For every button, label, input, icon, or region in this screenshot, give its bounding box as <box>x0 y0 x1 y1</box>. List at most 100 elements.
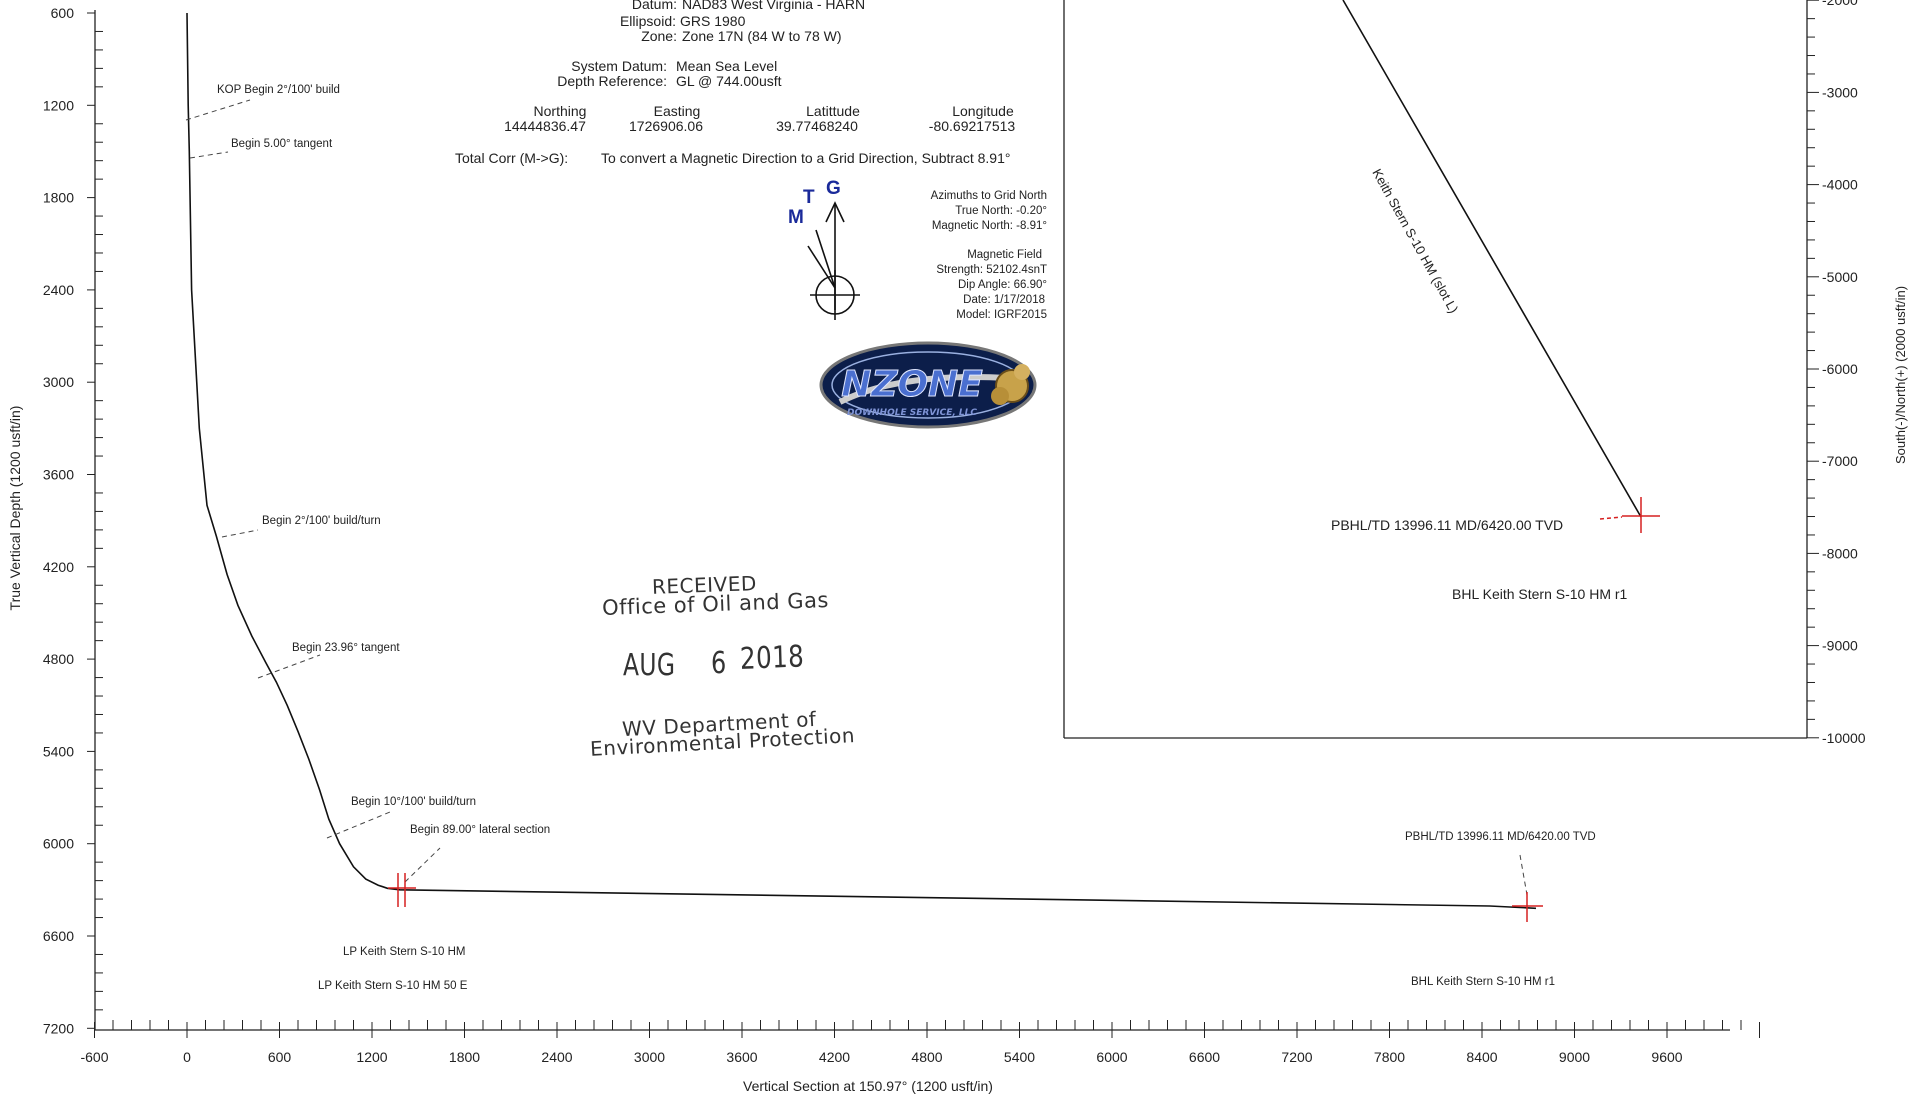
plan-series-label: Keith Stern S-10 HM (slot L) <box>1369 166 1461 315</box>
lp-label-1: LP Keith Stern S-10 HM <box>343 946 466 958</box>
ns-tick-label: -6000 <box>1822 361 1858 377</box>
easting-label: Easting <box>653 103 701 119</box>
vs-tick-label: 5400 <box>1004 1049 1035 1065</box>
ns-axis-title: South(-)/North(+) (2000 usft/in) <box>1893 286 1908 464</box>
vs-tick-label: -600 <box>80 1049 108 1065</box>
vs-tick-label: 7200 <box>1281 1049 1312 1065</box>
depth-reference-value: GL @ 744.00usft <box>676 73 782 89</box>
vs-tick-label: 4800 <box>911 1049 942 1065</box>
tvd-tick-label: 600 <box>51 5 75 21</box>
tvd-tick-label: 7200 <box>43 1020 74 1036</box>
stamp-year: 2018 <box>739 639 805 677</box>
vs-tick-label: 8400 <box>1466 1049 1497 1065</box>
stamp-day: 6 <box>711 646 727 681</box>
stamp-month: AUG <box>623 648 676 683</box>
latitude-label: Latittude <box>806 103 860 119</box>
tvd-tick-label: 3600 <box>43 467 74 483</box>
annotation-build-turn-2: Begin 2°/100' build/turn <box>262 515 381 527</box>
vs-tick-label: 6600 <box>1189 1049 1220 1065</box>
ns-tick-label: -4000 <box>1822 177 1858 193</box>
vs-tick-label: 9000 <box>1559 1049 1590 1065</box>
ellipsoid-label: Ellipsoid: <box>619 13 676 29</box>
north-arrow-t-label: T <box>803 187 815 208</box>
tvd-tick-label: 6600 <box>43 928 74 944</box>
ns-tick-label: -8000 <box>1822 545 1858 561</box>
vs-tick-label: 1200 <box>356 1049 387 1065</box>
system-datum-value: Mean Sea Level <box>676 58 778 74</box>
annotation-build-turn-10: Begin 10°/100' build/turn <box>351 796 477 808</box>
total-corr-text: To convert a Magnetic Direction to a Gri… <box>601 150 1011 166</box>
lp-label-2: LP Keith Stern S-10 HM 50 E <box>318 980 468 992</box>
ns-tick-label: -9000 <box>1822 638 1858 654</box>
ns-tick-label: -5000 <box>1822 269 1858 285</box>
plan-pbhl-target-marker <box>1599 497 1660 533</box>
vs-tick-label: 4200 <box>819 1049 850 1065</box>
annotation-pbhl: PBHL/TD 13996.11 MD/6420.00 TVD <box>1405 831 1596 843</box>
tvd-axis-title: True Vertical Depth (1200 usft/in) <box>7 406 23 611</box>
logo-brand-text: NZONE <box>841 364 983 405</box>
vs-tick-label: 1800 <box>449 1049 480 1065</box>
annotation-tangent-5: Begin 5.00° tangent <box>231 138 333 150</box>
tvd-tick-label: 4800 <box>43 651 74 667</box>
vs-tick-labels: -600 0 600 1200 1800 2400 3000 3600 4200 4800 5400… <box>80 1049 1682 1065</box>
zone-label: Zone: <box>641 28 677 44</box>
magnetic-field-strength: Strength: 52102.4snT <box>936 264 1047 276</box>
datum-label: Datum: <box>631 0 677 12</box>
annotation-lateral: Begin 89.00° lateral section <box>410 824 551 836</box>
ns-tick-label: -7000 <box>1822 453 1858 469</box>
zone-value: Zone 17N (84 W to 78 W) <box>682 28 842 44</box>
tvd-tick-label: 2400 <box>43 282 74 298</box>
datum-value: NAD83 West Virginia - HARN <box>682 0 866 12</box>
north-arrow-g-label: G <box>826 178 841 199</box>
north-arrow-m-label: M <box>788 207 804 228</box>
annotation-kop: KOP Begin 2°/100' build <box>217 84 340 96</box>
azimuths-true-north: True North: -0.20° <box>955 205 1047 217</box>
company-logo: NZONE DOWNHOLE SERVICE, LLC <box>819 341 1037 429</box>
vs-tick-label: 3000 <box>634 1049 665 1065</box>
ns-minor-ticks <box>1807 0 1819 739</box>
vs-axis-title: Vertical Section at 150.97° (1200 usft/i… <box>743 1078 993 1094</box>
northing-label: Northing <box>533 103 587 119</box>
total-corr-label: Total Corr (M->G): <box>455 150 569 166</box>
magnetic-field-dip: Dip Angle: 66.90° <box>958 279 1047 291</box>
tvd-tick-labels: 600 1200 1800 2400 3000 3600 4200 4800 5400 6000 6… <box>43 5 74 1036</box>
vs-tick-label: 0 <box>183 1049 191 1065</box>
tvd-tick-label: 1200 <box>43 97 74 113</box>
well-path-line <box>186 12 1537 910</box>
magnetic-field-date: Date: 1/17/2018 <box>963 294 1045 306</box>
azimuths-magnetic-north: Magnetic North: -8.91° <box>931 220 1047 232</box>
ns-tick-labels: -2000 -3000 -4000 -5000 -6000 -7000 -8000 -9000… <box>1822 0 1866 746</box>
system-datum-label: System Datum: <box>571 58 667 74</box>
longitude-label: Longitude <box>952 103 1014 119</box>
bhl-label: BHL Keith Stern S-10 HM r1 <box>1411 976 1556 988</box>
logo-subtitle-text: DOWNHOLE SERVICE, LLC <box>847 408 977 418</box>
vs-tick-label: 2400 <box>541 1049 572 1065</box>
vs-minor-ticks <box>94 1020 1760 1038</box>
plan-pbhl-label: PBHL/TD 13996.11 MD/6420.00 TVD <box>1331 517 1564 533</box>
vs-tick-label: 600 <box>268 1049 292 1065</box>
depth-reference-label: Depth Reference: <box>557 73 667 89</box>
annotation-leaders <box>185 99 1528 896</box>
longitude-value: -80.69217513 <box>928 118 1016 134</box>
ns-tick-label: -10000 <box>1822 730 1866 746</box>
north-arrow-icon <box>807 201 860 320</box>
latitude-value: 39.77468240 <box>776 118 858 134</box>
lp-target-marker <box>388 873 416 907</box>
ellipsoid-value: GRS 1980 <box>680 13 746 29</box>
northing-value: 14444836.47 <box>504 118 586 134</box>
annotation-tangent-23: Begin 23.96° tangent <box>292 642 400 654</box>
vs-tick-label: 6000 <box>1096 1049 1127 1065</box>
plan-well-path-line <box>1342 0 1642 518</box>
tvd-tick-label: 5400 <box>43 743 74 759</box>
ns-tick-label: -3000 <box>1822 84 1858 100</box>
tvd-tick-label: 1800 <box>43 190 74 206</box>
tvd-tick-label: 3000 <box>43 374 74 390</box>
pbhl-target-marker <box>1512 892 1543 922</box>
tvd-minor-ticks <box>87 12 103 1029</box>
vs-tick-label: 7800 <box>1374 1049 1405 1065</box>
plan-bhl-label: BHL Keith Stern S-10 HM r1 <box>1452 586 1628 602</box>
tvd-tick-label: 6000 <box>43 836 74 852</box>
magnetic-field-model: Model: IGRF2015 <box>956 309 1047 321</box>
tvd-tick-label: 4200 <box>43 559 74 575</box>
